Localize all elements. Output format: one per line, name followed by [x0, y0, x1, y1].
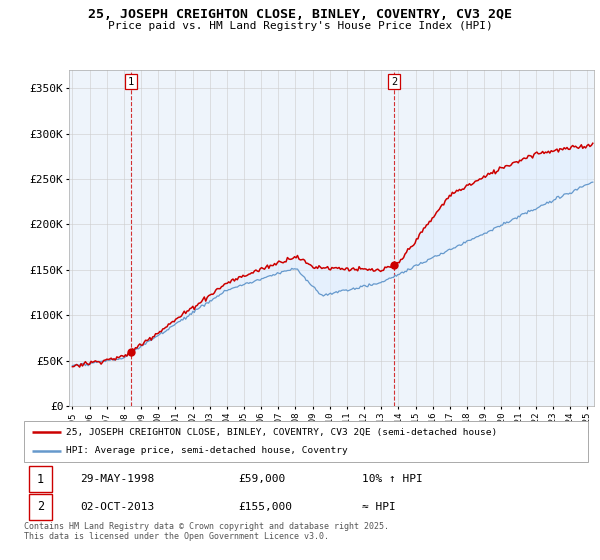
Text: 25, JOSEPH CREIGHTON CLOSE, BINLEY, COVENTRY, CV3 2QE (semi-detached house): 25, JOSEPH CREIGHTON CLOSE, BINLEY, COVE…	[66, 428, 497, 437]
Text: £59,000: £59,000	[238, 474, 286, 484]
Text: 25, JOSEPH CREIGHTON CLOSE, BINLEY, COVENTRY, CV3 2QE: 25, JOSEPH CREIGHTON CLOSE, BINLEY, COVE…	[88, 8, 512, 21]
Text: Contains HM Land Registry data © Crown copyright and database right 2025.
This d: Contains HM Land Registry data © Crown c…	[24, 522, 389, 542]
Text: 2: 2	[391, 77, 397, 87]
FancyBboxPatch shape	[29, 494, 52, 520]
Text: 1: 1	[37, 473, 44, 486]
Text: 10% ↑ HPI: 10% ↑ HPI	[362, 474, 423, 484]
Text: Price paid vs. HM Land Registry's House Price Index (HPI): Price paid vs. HM Land Registry's House …	[107, 21, 493, 31]
Text: 02-OCT-2013: 02-OCT-2013	[80, 502, 155, 512]
Text: ≈ HPI: ≈ HPI	[362, 502, 396, 512]
Text: 29-MAY-1998: 29-MAY-1998	[80, 474, 155, 484]
FancyBboxPatch shape	[29, 466, 52, 492]
Text: 2: 2	[37, 500, 44, 513]
Text: 1: 1	[128, 77, 134, 87]
Text: £155,000: £155,000	[238, 502, 292, 512]
Text: HPI: Average price, semi-detached house, Coventry: HPI: Average price, semi-detached house,…	[66, 446, 348, 455]
